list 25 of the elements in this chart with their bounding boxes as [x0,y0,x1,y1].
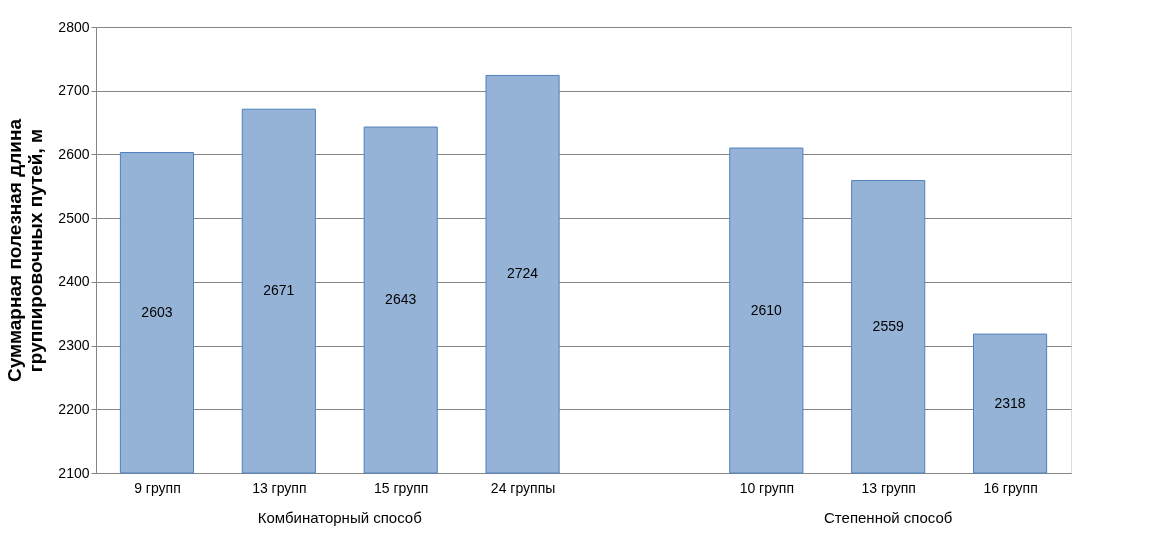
y-tick-label: 2700 [58,82,90,99]
data-label: 2671 [263,282,295,299]
x-tick-label: 9 групп [134,479,181,496]
data-label: 2724 [506,265,539,282]
y-tick-label: 2200 [58,400,90,417]
data-label: 2318 [994,394,1026,411]
x-tick-label: 13 групп [252,479,307,496]
data-label: 2559 [872,317,904,334]
y-tick-label: 2600 [58,145,90,162]
x-tick-label: 13 групп [861,479,916,496]
y-tick-label: 2100 [58,464,90,481]
y-tick-label: 2500 [58,209,90,226]
data-label: 2643 [385,291,417,308]
x-tick-label: 10 групп [739,479,794,496]
data-label: 2603 [141,303,173,320]
y-tick-label: 2800 [58,18,90,35]
y-axis-title: Суммарная полезная длина группировочных путей, м [4,118,47,383]
x-tick-label: 16 групп [983,479,1038,496]
data-label: 2610 [750,301,783,318]
y-tick-label: 2400 [58,273,90,290]
y-tick-label: 2300 [58,337,90,354]
text: Комбинаторный способ [257,509,422,526]
text: Степенной способ [824,509,953,526]
x-tick-label: 15 групп [374,479,429,496]
x-tick-label: 24 группы [490,479,556,496]
